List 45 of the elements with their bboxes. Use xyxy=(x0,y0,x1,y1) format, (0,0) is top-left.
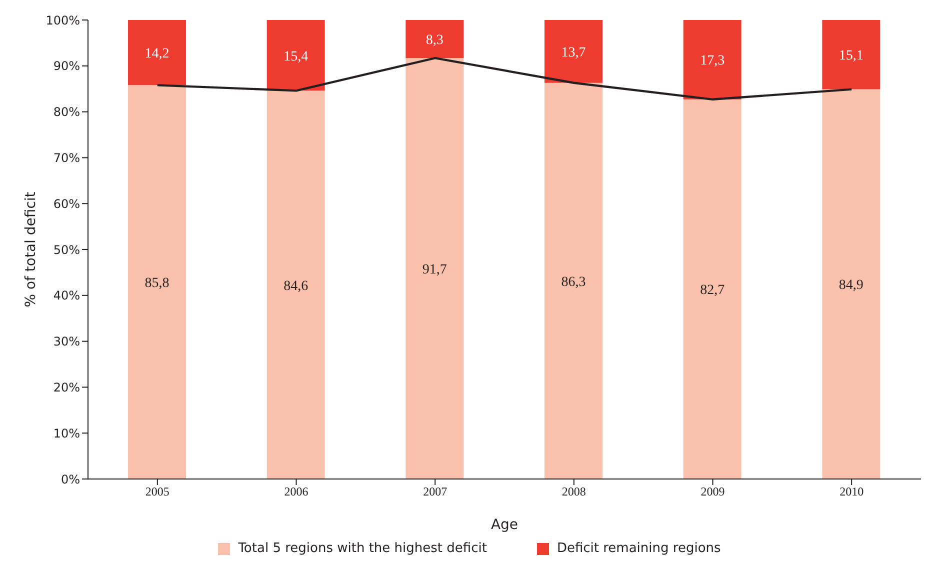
y-axis-title: % of total deficit xyxy=(22,191,39,308)
bar xyxy=(822,89,880,479)
bar xyxy=(683,20,742,100)
data-label: 15,1 xyxy=(838,48,864,64)
bar xyxy=(128,20,186,86)
bar xyxy=(406,20,464,58)
y-tick-label: 60% xyxy=(53,196,80,211)
y-tick-label: 70% xyxy=(53,150,80,165)
bar xyxy=(406,58,464,479)
legend-label: Deficit remaining regions xyxy=(556,541,721,556)
bar xyxy=(266,20,325,91)
data-label: 82,7 xyxy=(700,283,725,298)
bar xyxy=(544,82,602,479)
data-label: 8,3 xyxy=(426,33,444,48)
y-tick-label: 40% xyxy=(53,288,80,303)
x-tick-label: 2006 xyxy=(284,484,308,499)
x-tick-label: 2007 xyxy=(423,484,448,499)
y-tick-label: 90% xyxy=(53,59,80,74)
x-tick-label: 2008 xyxy=(562,484,586,499)
bar xyxy=(128,85,186,479)
y-tick-label: 20% xyxy=(53,380,80,394)
x-tick-label: 2010 xyxy=(840,484,864,499)
data-label: 84,6 xyxy=(284,278,308,294)
bar xyxy=(683,99,742,479)
data-label: 84,9 xyxy=(838,278,864,294)
data-label: 14,2 xyxy=(144,46,170,62)
data-label: 17,3 xyxy=(700,54,725,69)
y-tick-label: 10% xyxy=(53,426,80,440)
bar xyxy=(544,20,602,83)
data-label: 13,7 xyxy=(561,45,586,60)
y-tick-label: 100% xyxy=(46,13,80,28)
bar xyxy=(822,20,880,90)
data-label: 85,8 xyxy=(144,276,170,292)
x-axis-title: Age xyxy=(490,517,518,533)
y-tick-label: 80% xyxy=(53,105,80,120)
x-tick-label: 2009 xyxy=(700,484,725,499)
y-tick-label: 0% xyxy=(60,472,80,486)
data-label: 15,4 xyxy=(284,49,308,64)
data-label: 86,3 xyxy=(561,274,586,290)
x-tick-label: 2005 xyxy=(145,484,170,499)
legend-label: Total 5 regions with the highest deficit xyxy=(237,541,487,556)
y-tick-label: 30% xyxy=(53,334,80,349)
y-tick-label: 50% xyxy=(53,242,80,257)
bar xyxy=(266,90,325,479)
data-label: 91,7 xyxy=(422,262,447,278)
